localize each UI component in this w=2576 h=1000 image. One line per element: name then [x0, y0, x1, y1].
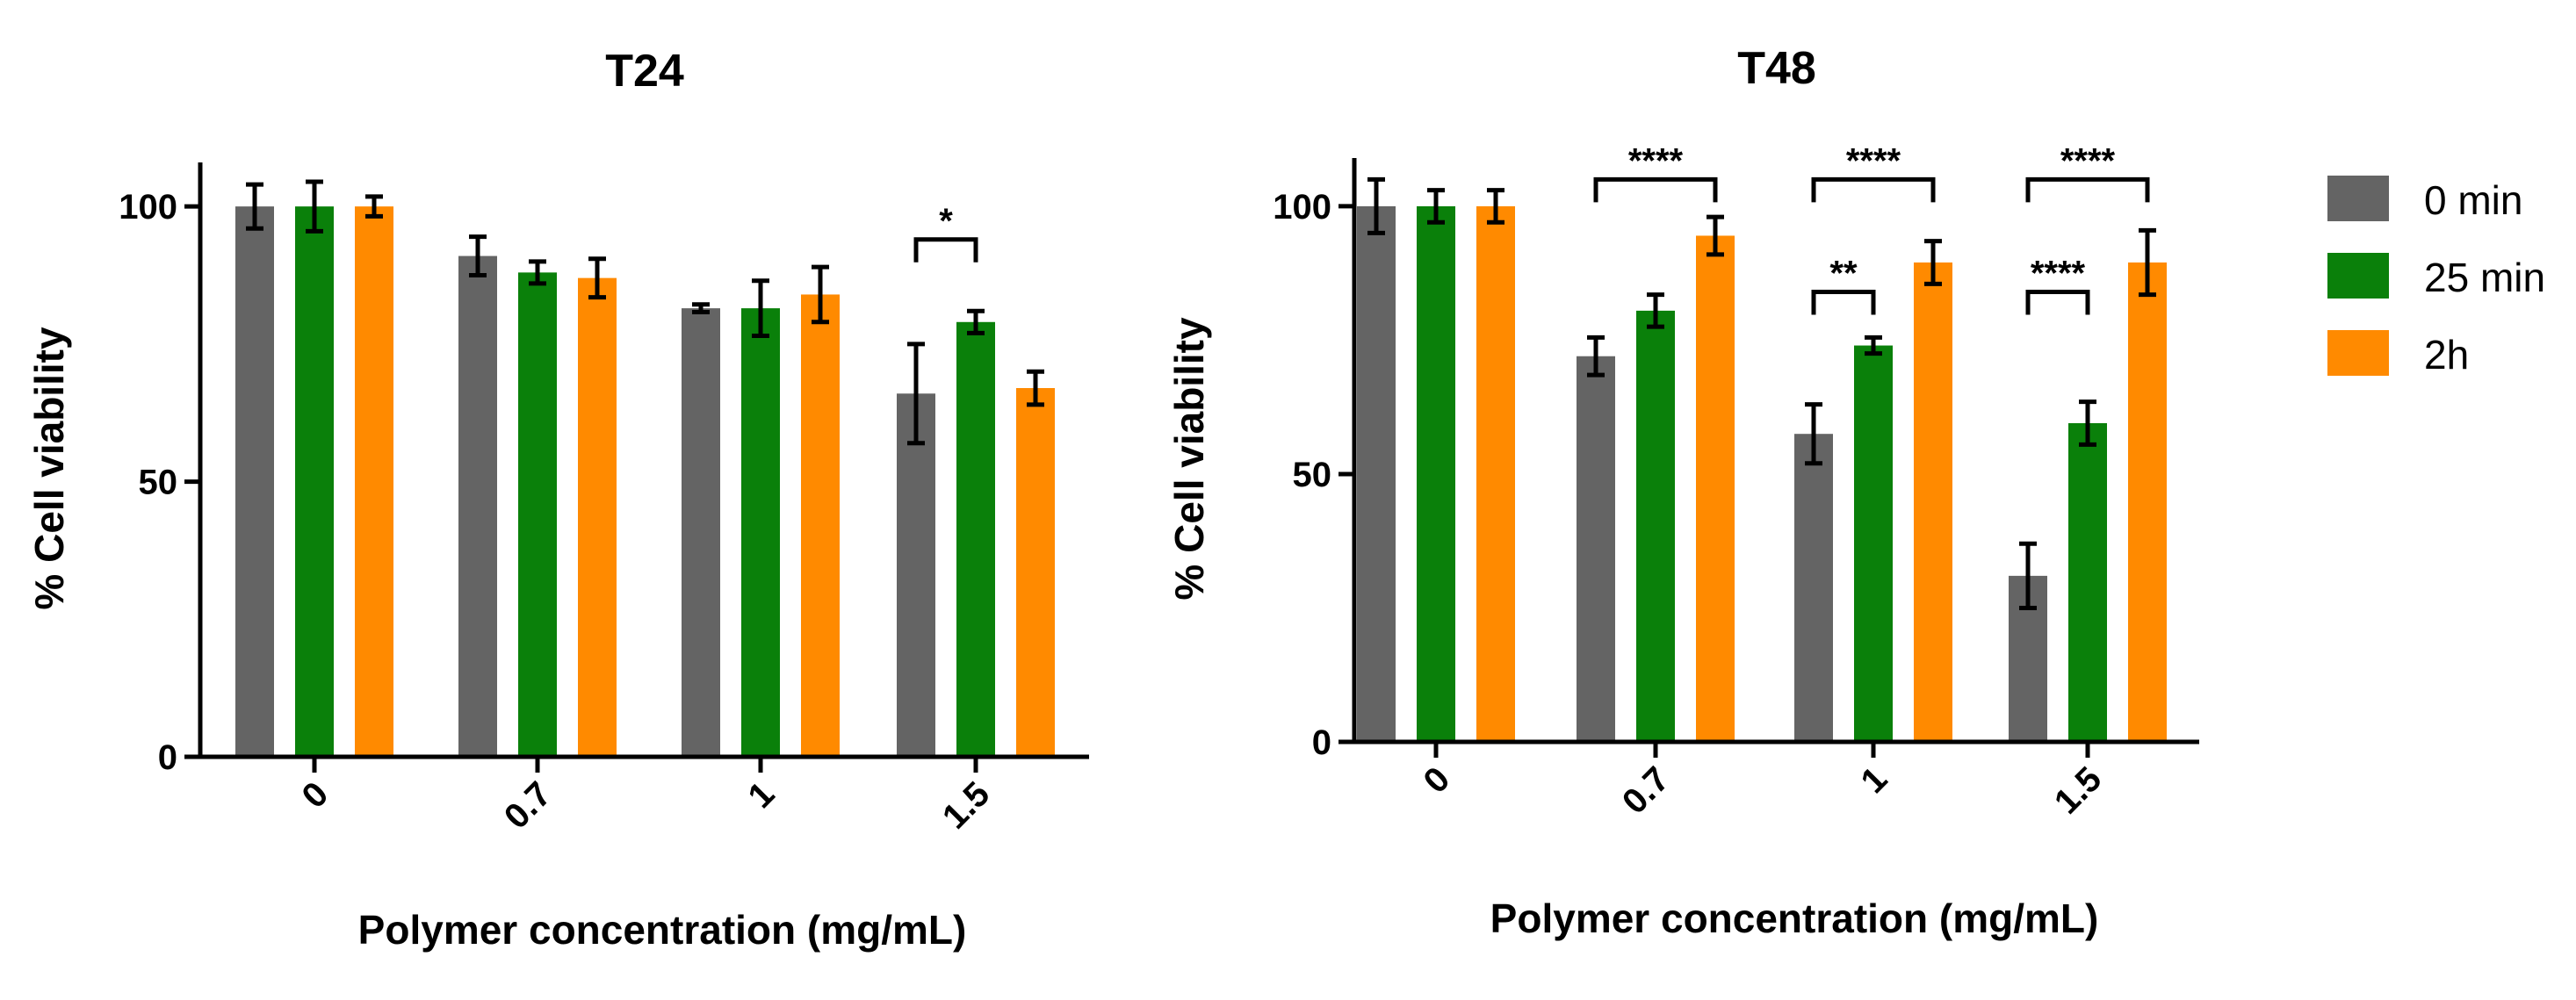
bar: [897, 393, 935, 757]
x-tick-label: 1.5: [2047, 759, 2109, 821]
y-axis-label: % Cell viability: [26, 327, 72, 610]
significance-label: ****: [1846, 141, 1901, 180]
legend: 0 min 25 min 2h: [2327, 176, 2545, 378]
error-bar: [1647, 292, 1664, 329]
significance-bracket: [2025, 290, 2090, 315]
significance-bracket: [1593, 176, 1718, 203]
error-bar: [1707, 214, 1724, 257]
bar: [518, 272, 557, 757]
significance-label: **: [1829, 255, 1858, 293]
bar: [355, 206, 393, 758]
y-tick-label: 50: [139, 464, 178, 502]
bar: [1016, 388, 1055, 757]
error-bar: [967, 308, 985, 335]
error-bar: [1805, 402, 1822, 466]
error-bar: [1367, 176, 1385, 235]
bar: [1696, 235, 1735, 742]
y-tick-label: 100: [119, 188, 177, 227]
error-bar: [529, 259, 546, 286]
error-bar: [1427, 188, 1445, 225]
error-bar: [306, 179, 323, 234]
significance-bracket: [1811, 176, 1936, 203]
bar: [1636, 310, 1675, 742]
chart-title: T48: [1737, 43, 1816, 94]
x-tick-label: 0: [295, 774, 336, 816]
error-bar: [2019, 541, 2037, 610]
x-axis-label: Polymer concentration (mg/mL): [358, 907, 967, 953]
x-tick-label: 1: [1854, 759, 1895, 801]
error-bar: [907, 342, 925, 446]
y-tick-label: 50: [1293, 456, 1332, 494]
bar: [1577, 356, 1615, 742]
bar: [1417, 205, 1455, 742]
legend-label: 2h: [2424, 332, 2469, 378]
significance-bracket: [1811, 290, 1876, 315]
significance-label: ****: [1628, 141, 1684, 180]
error-bar: [1587, 335, 1605, 378]
error-bar: [469, 234, 487, 278]
bar: [1914, 262, 1952, 742]
bar: [295, 206, 334, 758]
error-bar: [812, 264, 829, 325]
error-bar: [1027, 369, 1044, 407]
x-tick-label: 0.7: [497, 774, 559, 836]
bar: [578, 277, 617, 757]
error-bar: [1865, 335, 1882, 356]
chart-t24: T24 % Cell viability Polymer concentration…: [26, 46, 1089, 953]
bar: [1476, 205, 1515, 742]
bar: [1357, 205, 1396, 742]
y-tick-label: 0: [158, 738, 177, 777]
significance-bracket: [2025, 176, 2150, 203]
legend-label: 25 min: [2424, 255, 2545, 300]
x-tick-label: 0.7: [1615, 759, 1677, 821]
legend-swatch: [2327, 330, 2389, 376]
x-tick-label: 1: [741, 774, 783, 816]
x-axis-label: Polymer concentration (mg/mL): [1490, 896, 2099, 941]
legend-label: 0 min: [2424, 177, 2522, 223]
bar: [458, 255, 497, 757]
bar: [801, 294, 840, 757]
error-bar: [588, 256, 606, 300]
bar: [2128, 262, 2167, 742]
bar: [2068, 422, 2107, 742]
x-tick-label: 1.5: [935, 774, 997, 836]
significance-label: ****: [2060, 141, 2116, 180]
error-bar: [246, 182, 263, 231]
significance-label: ****: [2031, 255, 2086, 293]
bar: [1854, 345, 1893, 742]
legend-swatch: [2327, 253, 2389, 299]
legend-swatch: [2327, 176, 2389, 221]
error-bar: [365, 194, 383, 219]
chart-title: T24: [605, 46, 684, 97]
bar: [956, 321, 995, 757]
bar: [741, 308, 780, 757]
bar: [1794, 434, 1833, 742]
bar: [235, 206, 274, 758]
x-tick-label: 0: [1417, 759, 1458, 801]
error-bar: [752, 278, 769, 338]
error-bar: [1487, 188, 1504, 225]
error-bar: [2079, 399, 2096, 447]
significance-label: *: [939, 202, 953, 241]
chart-t48: T48 % Cell viability Polymer concentration…: [1166, 43, 2199, 941]
error-bar: [692, 302, 710, 315]
y-axis-label: % Cell viability: [1166, 317, 1212, 601]
error-bar: [2139, 227, 2156, 298]
error-bar: [1924, 239, 1942, 286]
y-tick-label: 100: [1273, 188, 1331, 227]
bar: [682, 308, 720, 757]
significance-bracket: [913, 237, 978, 263]
y-tick-label: 0: [1312, 723, 1331, 762]
